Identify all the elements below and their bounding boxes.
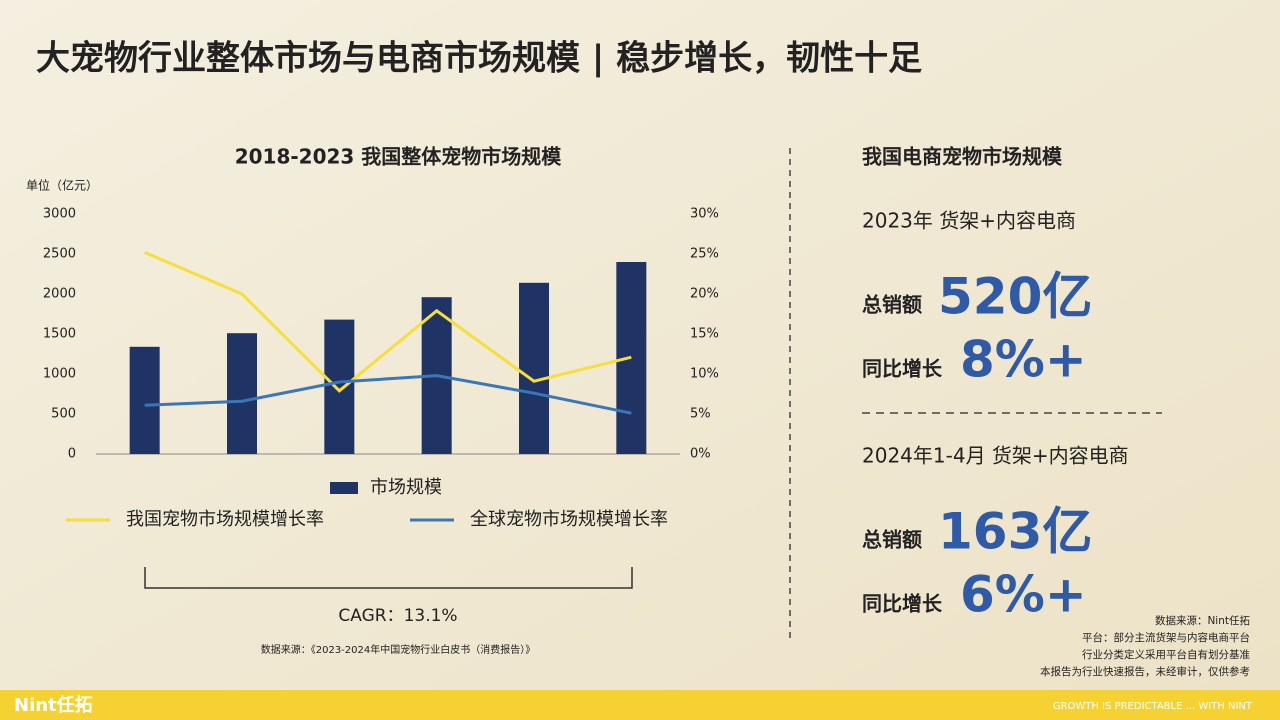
growth-label: 同比增长 <box>862 592 943 616</box>
y2-tick-label: 5% <box>690 407 711 422</box>
bracket <box>144 567 633 589</box>
period: 2024年1-4月 货架+内容电商 <box>862 444 1129 468</box>
y-tick-label: 3000 <box>43 207 76 222</box>
period: 2023年 货架+内容电商 <box>862 209 1076 233</box>
note: 本报告为行业快速报告，未经审计，仅供参考 <box>1040 665 1250 678</box>
y-tick-label: 500 <box>51 407 76 422</box>
growth-label: 同比增长 <box>862 357 943 381</box>
y-axis-label: 单位（亿元） <box>26 178 98 193</box>
legend-label: 我国宠物市场规模增长率 <box>126 509 324 530</box>
footer-slogan: GROWTH IS PREDICTABLE ... WITH NINT <box>1053 701 1253 712</box>
y2-tick-label: 10% <box>690 367 719 382</box>
note: 行业分类定义采用平台自有划分基准 <box>1082 648 1250 661</box>
notes: 数据来源：Nint任拓平台：部分主流货架与内容电商平台行业分类定义采用平台自有划… <box>1040 614 1250 678</box>
legend-swatch <box>330 482 358 494</box>
y2-tick-label: 0% <box>690 447 711 462</box>
sales-label: 总销额 <box>862 293 922 317</box>
y-tick-label: 0 <box>68 447 76 462</box>
source: 数据来源：《2023-2024年中国宠物行业白皮书（消费报告）》 <box>261 643 536 656</box>
y2-tick-label: 20% <box>690 287 719 302</box>
note: 平台：部分主流货架与内容电商平台 <box>1082 631 1250 644</box>
y2-tick-label: 25% <box>690 247 719 262</box>
sales-value: 163亿 <box>938 503 1092 561</box>
slide-title: 大宠物行业整体市场与电商市场规模 | 稳步增长，韧性十足 <box>36 39 922 79</box>
sales-value: 520亿 <box>938 268 1092 326</box>
bar <box>129 346 160 454</box>
growth-value: 8%+ <box>960 331 1087 389</box>
annotation: CAGR：13.1% <box>338 606 457 626</box>
y-tick-label: 2500 <box>43 247 76 262</box>
y-tick-label: 1500 <box>43 327 76 342</box>
footer-logo: Nint任拓 <box>14 694 93 716</box>
panel-title: 我国电商宠物市场规模 <box>862 145 1063 169</box>
bar <box>519 282 549 454</box>
y-tick-label: 1000 <box>43 367 76 382</box>
y2-tick-label: 15% <box>690 327 719 342</box>
y2-tick-label: 30% <box>690 207 719 222</box>
line <box>144 251 632 393</box>
note: 数据来源：Nint任拓 <box>1155 614 1251 627</box>
legend-label: 市场规模 <box>370 477 442 498</box>
sales-label: 总销额 <box>862 528 922 552</box>
y-tick-label: 2000 <box>43 287 76 302</box>
bar <box>324 319 355 454</box>
line <box>144 374 632 415</box>
legend-label: 全球宠物市场规模增长率 <box>470 509 668 530</box>
chart-title: 2018-2023 我国整体宠物市场规模 <box>235 145 563 169</box>
bar <box>227 333 257 454</box>
footer-bar <box>0 690 1280 720</box>
growth-value: 6%+ <box>960 566 1087 624</box>
